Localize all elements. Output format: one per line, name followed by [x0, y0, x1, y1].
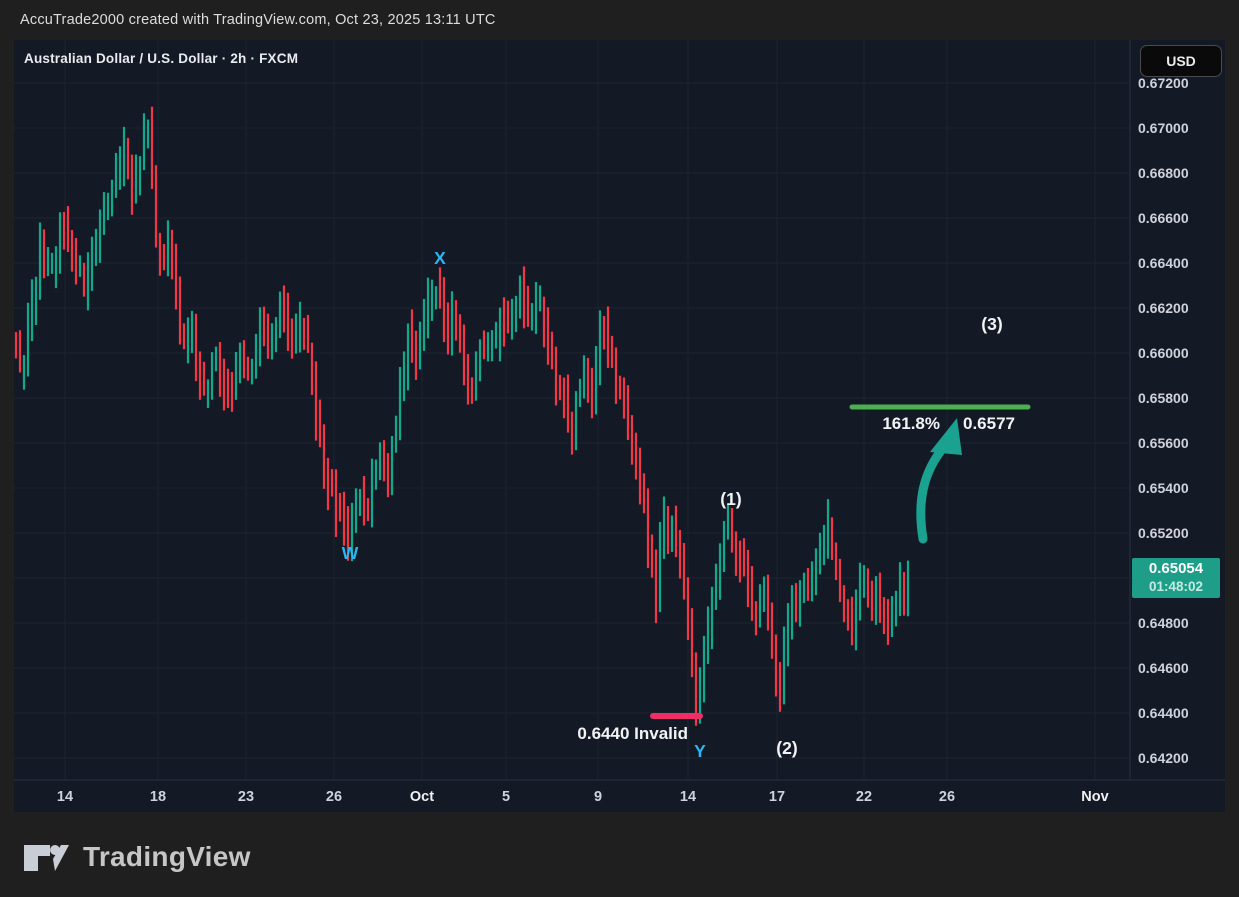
price-axis-label[interactable]: 0.64200: [1138, 750, 1189, 766]
projection-arrow-head: [930, 418, 962, 455]
time-axis-label[interactable]: 14: [57, 789, 73, 805]
tradingview-logo[interactable]: TradingView: [22, 836, 251, 878]
price-axis-label[interactable]: 0.65400: [1138, 480, 1189, 496]
time-axis-label[interactable]: Nov: [1081, 789, 1108, 805]
price-axis-label[interactable]: 0.64400: [1138, 705, 1189, 721]
price-axis-label[interactable]: 0.66200: [1138, 300, 1189, 316]
time-axis-label[interactable]: 22: [856, 789, 872, 805]
time-axis-label[interactable]: 26: [326, 789, 342, 805]
projection-arrow-shaft[interactable]: [916, 442, 949, 544]
time-axis-label[interactable]: 23: [238, 789, 254, 805]
elliott-label-W[interactable]: W: [342, 543, 359, 563]
price-axis-label[interactable]: 0.66000: [1138, 345, 1189, 361]
price-axis-label[interactable]: 0.67200: [1138, 75, 1189, 91]
invalidation-label: 0.6440 Invalid: [577, 724, 688, 743]
elliott-label-2[interactable]: (2): [776, 738, 797, 758]
price-axis-label[interactable]: 0.66400: [1138, 255, 1189, 271]
price-axis-label[interactable]: 0.66600: [1138, 210, 1189, 226]
elliott-label-3[interactable]: (3): [981, 314, 1002, 334]
symbol-title: Australian Dollar / U.S. Dollar · 2h · F…: [24, 51, 299, 66]
tradingview-logo-text: TradingView: [83, 841, 251, 872]
price-axis-label[interactable]: 0.64600: [1138, 660, 1189, 676]
time-axis-label[interactable]: 5: [502, 789, 510, 805]
price-axis-label[interactable]: 0.65600: [1138, 435, 1189, 451]
time-axis-label[interactable]: 26: [939, 789, 955, 805]
price-axis-label[interactable]: 0.65200: [1138, 525, 1189, 541]
time-axis-label[interactable]: 14: [680, 789, 696, 805]
candle-countdown: 01:48:02: [1148, 578, 1204, 594]
watermark-header: AccuTrade2000 created with TradingView.c…: [0, 0, 1239, 40]
price-axis-label[interactable]: 0.64800: [1138, 615, 1189, 631]
price-axis-label[interactable]: 0.65800: [1138, 390, 1189, 406]
last-price-badge: 0.65054 01:48:02: [1132, 558, 1220, 598]
time-axis-label[interactable]: 18: [150, 789, 166, 805]
currency-toggle-button[interactable]: USD: [1140, 45, 1222, 77]
elliott-label-Y[interactable]: Y: [694, 741, 706, 761]
elliott-label-1[interactable]: (1): [720, 489, 741, 509]
last-price-value: 0.65054: [1148, 560, 1204, 578]
price-axis-label[interactable]: 0.66800: [1138, 165, 1189, 181]
currency-toggle-label: USD: [1166, 53, 1196, 69]
tradingview-logo-icon: [24, 845, 69, 871]
elliott-label-X[interactable]: X: [434, 248, 446, 268]
time-axis-label[interactable]: Oct: [410, 789, 434, 805]
time-axis-label[interactable]: 17: [769, 789, 785, 805]
price-axis-label[interactable]: 0.67000: [1138, 120, 1189, 136]
fib-price-label: 0.6577: [963, 414, 1015, 433]
fib-percent-label: 161.8%: [882, 414, 940, 433]
chart-canvas[interactable]: 0.67200 0.67000 0.66800 0.66600 0.66400 0.662…: [14, 40, 1225, 812]
watermark-text: AccuTrade2000 created with TradingView.c…: [20, 12, 496, 28]
chart-panel: Australian Dollar / U.S. Dollar · 2h · F…: [14, 40, 1225, 812]
time-axis-label[interactable]: 9: [594, 789, 602, 805]
